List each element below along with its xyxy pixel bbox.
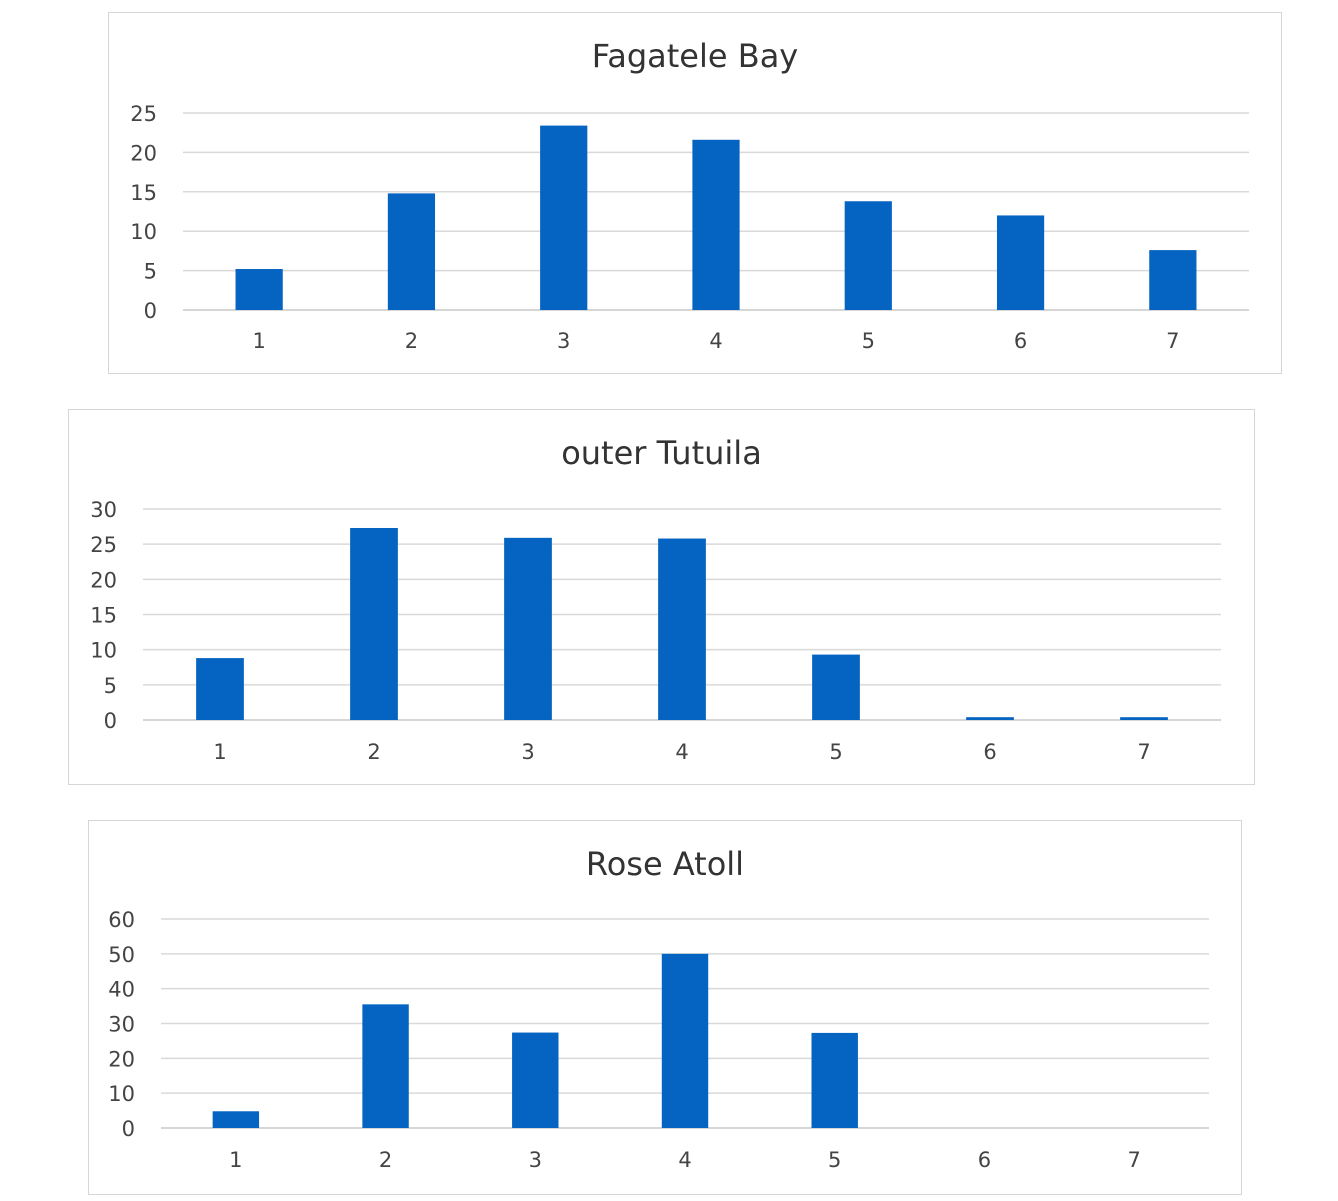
- y-tick-label: 0: [104, 709, 117, 733]
- x-tick-label: 6: [1014, 329, 1027, 353]
- y-tick-label: 60: [108, 908, 135, 932]
- chart-plot: 0 5 10 15 20 25 1 2 3 4 5 6 7: [130, 102, 1249, 353]
- bar: [658, 538, 706, 720]
- y-tick-label: 30: [90, 498, 117, 522]
- x-tick-label: 4: [678, 1148, 691, 1172]
- y-tick-label: 20: [90, 568, 117, 592]
- bar: [1149, 250, 1197, 310]
- x-tick-label: 1: [213, 740, 226, 764]
- chart-rose-atoll: Rose Atoll 0 10 20 30 40 50 60 1 2 3 4 5 6 7: [88, 820, 1242, 1195]
- chart-title: Rose Atoll: [585, 845, 745, 883]
- y-tick-label: 20: [108, 1047, 135, 1071]
- x-tick-label: 6: [983, 740, 996, 764]
- bar: [966, 717, 1014, 720]
- x-tick-label: 3: [529, 1148, 542, 1172]
- y-tick-label: 0: [122, 1117, 135, 1141]
- x-tick-label: 7: [1127, 1148, 1140, 1172]
- chart-fagatele-bay: Fagatele Bay 0 5 10 15 20 25 1 2 3 4 5 6 7: [108, 12, 1282, 374]
- x-tick-label: 7: [1137, 740, 1150, 764]
- y-tick-label: 25: [90, 533, 117, 557]
- y-tick-label: 5: [144, 260, 157, 284]
- bar: [1120, 717, 1168, 720]
- bar: [540, 125, 588, 310]
- x-tick-label: 5: [829, 740, 842, 764]
- x-tick-label: 3: [557, 329, 570, 353]
- x-tick-label: 4: [675, 740, 688, 764]
- bar: [350, 527, 398, 720]
- x-tick-label: 1: [229, 1148, 242, 1172]
- bar: [812, 654, 860, 720]
- x-tick-label: 4: [709, 329, 722, 353]
- chart-outer-tutuila: outer Tutuila 0 5 10 15 20 25 30 1 2 3 4 5 6 7: [68, 409, 1255, 785]
- bar: [235, 269, 283, 310]
- x-tick-label: 3: [521, 740, 534, 764]
- x-tick-label: 2: [405, 329, 418, 353]
- bar: [996, 215, 1045, 310]
- x-tick-label: 5: [828, 1148, 841, 1172]
- x-tick-label: 5: [862, 329, 875, 353]
- chart-title: Fagatele Bay: [591, 37, 799, 75]
- bar: [844, 201, 892, 310]
- y-tick-label: 10: [90, 639, 117, 663]
- chart-title: outer Tutuila: [561, 434, 762, 472]
- bar: [512, 1032, 559, 1128]
- chart-plot: 0 10 20 30 40 50 60 1 2 3 4 5 6 7: [108, 908, 1209, 1172]
- bar: [362, 1004, 409, 1128]
- bar: [387, 193, 436, 310]
- x-tick-label: 7: [1166, 329, 1179, 353]
- y-tick-label: 20: [130, 141, 157, 165]
- x-tick-label: 2: [367, 740, 380, 764]
- bar: [811, 1032, 858, 1128]
- bar: [692, 139, 740, 310]
- bar: [212, 1111, 260, 1128]
- chart-plot: 0 5 10 15 20 25 30 1 2 3 4 5 6 7: [90, 498, 1221, 764]
- y-tick-label: 15: [90, 604, 117, 628]
- y-tick-label: 30: [108, 1013, 135, 1037]
- y-tick-label: 10: [130, 220, 157, 244]
- y-tick-label: 40: [108, 978, 135, 1002]
- y-tick-label: 15: [130, 181, 157, 205]
- x-tick-label: 6: [978, 1148, 991, 1172]
- x-tick-label: 1: [252, 329, 265, 353]
- y-tick-label: 50: [108, 943, 135, 967]
- y-tick-label: 5: [104, 674, 117, 698]
- x-tick-label: 2: [379, 1148, 392, 1172]
- y-tick-label: 25: [130, 102, 157, 126]
- bar: [661, 953, 709, 1128]
- bar: [196, 658, 244, 720]
- bar: [504, 537, 552, 720]
- y-tick-label: 0: [144, 299, 157, 323]
- y-tick-label: 10: [108, 1082, 135, 1106]
